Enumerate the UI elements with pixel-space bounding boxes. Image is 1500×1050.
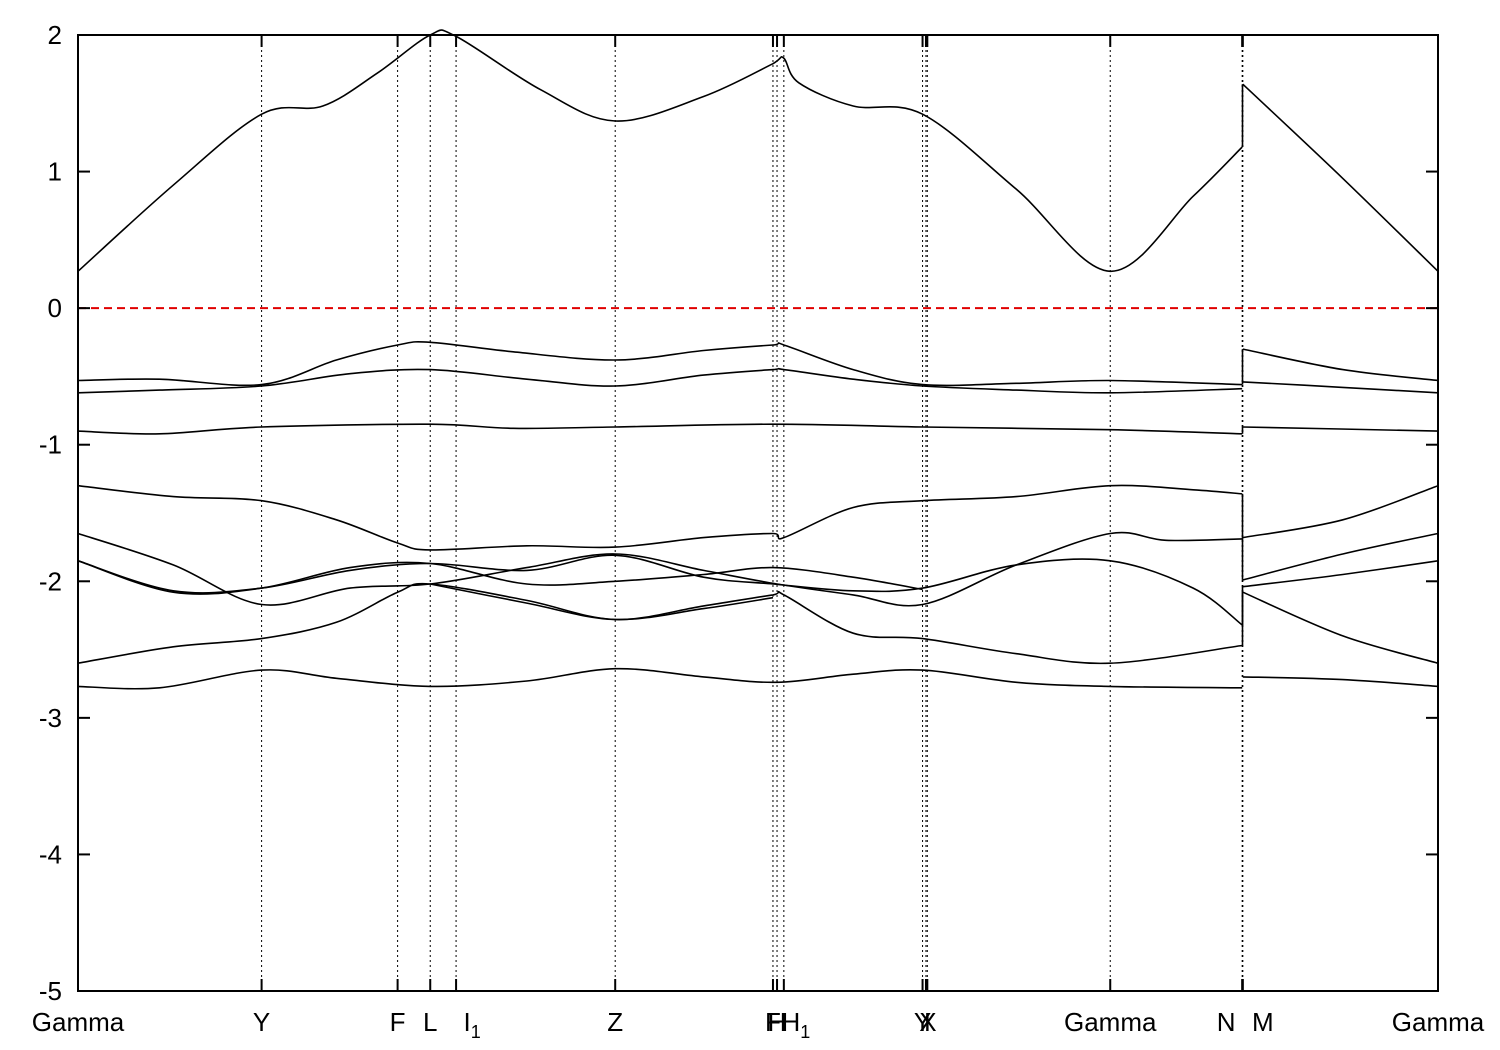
band-line bbox=[77, 341, 1243, 387]
band-line bbox=[1242, 591, 1439, 664]
x-tick-subscript: 1 bbox=[471, 1022, 481, 1042]
plot-frame bbox=[77, 34, 1439, 992]
x-tick-label: Y bbox=[253, 1007, 270, 1037]
band-line bbox=[1242, 560, 1439, 588]
band-line bbox=[1242, 348, 1439, 382]
y-tick-label: -2 bbox=[39, 566, 62, 596]
x-tick-label: I1 bbox=[463, 1007, 480, 1042]
x-tick-subscript: 1 bbox=[800, 1022, 810, 1042]
band-line bbox=[77, 582, 1243, 665]
band-line bbox=[77, 423, 1243, 435]
kpoint-guide-lines bbox=[261, 35, 1244, 991]
x-tick-label: F bbox=[765, 1007, 781, 1037]
x-tick-label: I bbox=[924, 1007, 931, 1037]
x-tick-label: Gamma bbox=[1064, 1007, 1157, 1037]
y-tick-label: 2 bbox=[48, 20, 62, 50]
x-tick-label: Gamma bbox=[32, 1007, 125, 1037]
band-line bbox=[1242, 381, 1439, 394]
x-tick-label: N bbox=[1217, 1007, 1236, 1037]
y-tick-label: -4 bbox=[39, 839, 62, 869]
band-line bbox=[77, 29, 1243, 273]
band-line bbox=[77, 560, 923, 595]
y-tick-label: -3 bbox=[39, 703, 62, 733]
band-line bbox=[77, 531, 1243, 607]
band-line bbox=[77, 484, 1243, 551]
y-tick-label: 0 bbox=[48, 293, 62, 323]
band-line bbox=[1242, 532, 1439, 581]
x-tick-label: F bbox=[390, 1007, 406, 1037]
axis-ticks bbox=[77, 34, 1439, 992]
x-tick-label: H bbox=[768, 1007, 787, 1037]
y-tick-label: -5 bbox=[39, 976, 62, 1006]
band-line bbox=[1242, 676, 1439, 688]
x-tick-label: L bbox=[423, 1007, 437, 1037]
x-tick-label: M bbox=[1252, 1007, 1274, 1037]
y-tick-label: -1 bbox=[39, 430, 62, 460]
band-line bbox=[1242, 426, 1439, 432]
band-lines bbox=[77, 29, 1439, 690]
x-tick-label: X bbox=[919, 1007, 936, 1037]
band-line bbox=[77, 667, 1243, 690]
band-line bbox=[77, 367, 1243, 394]
x-tick-label: Z bbox=[607, 1007, 623, 1037]
x-tick-label: Gamma bbox=[1392, 1007, 1485, 1037]
x-tick-label: H1 bbox=[781, 1007, 810, 1042]
band-line bbox=[430, 583, 774, 621]
band-line bbox=[1242, 484, 1439, 539]
x-tick-label: Y bbox=[914, 1007, 931, 1037]
y-tick-label: 1 bbox=[48, 157, 62, 187]
band-line bbox=[1242, 83, 1439, 272]
